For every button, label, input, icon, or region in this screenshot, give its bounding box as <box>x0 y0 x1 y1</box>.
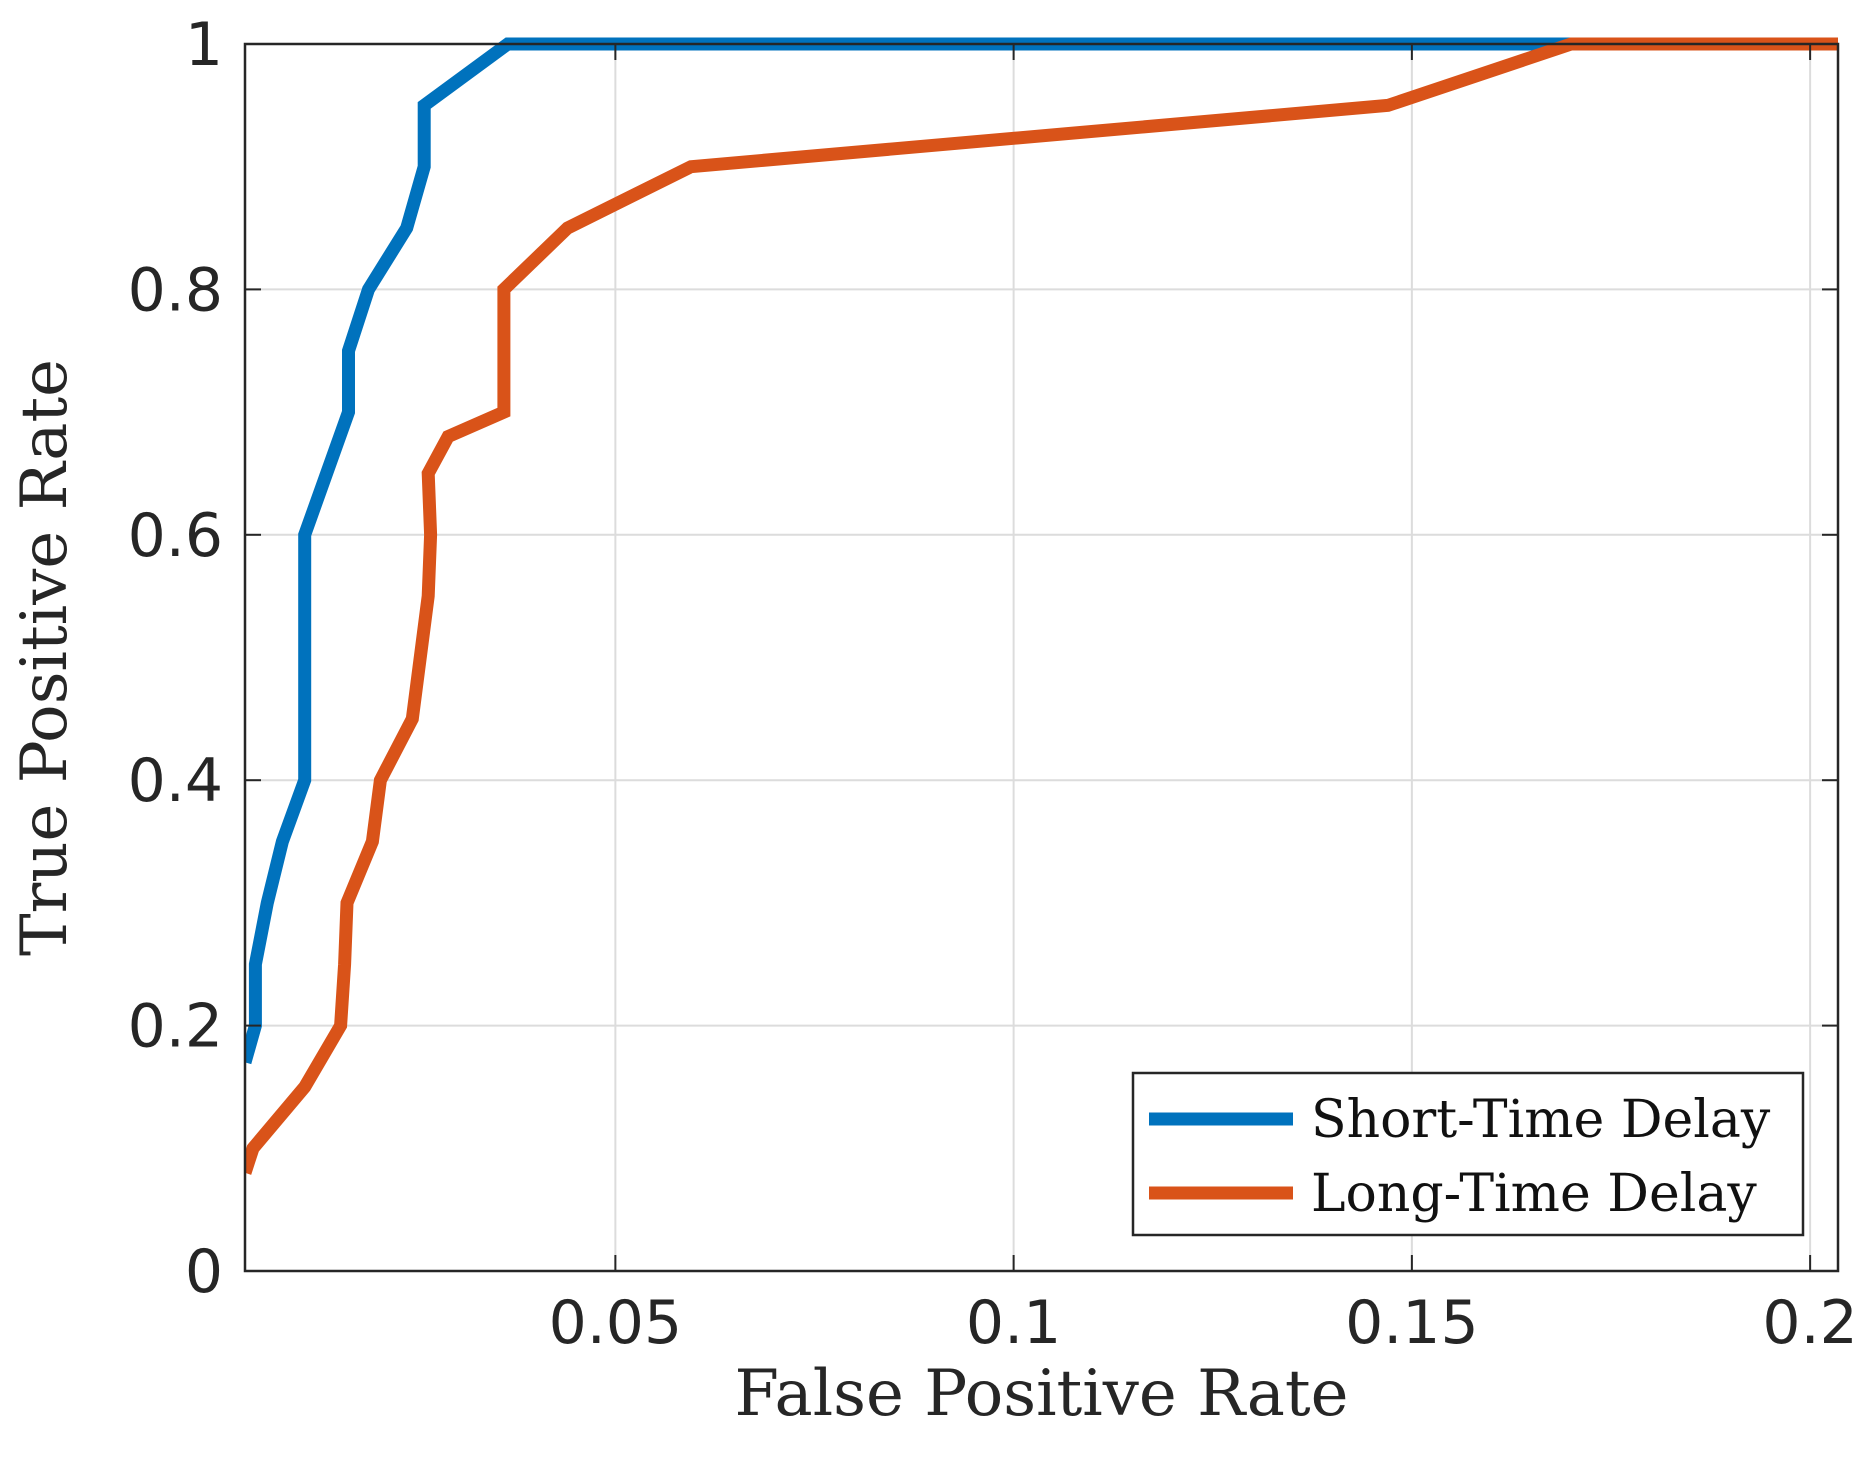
y-axis-tick-labels: 0 0.2 0.4 0.6 0.8 1 <box>128 10 223 1307</box>
y-tick-label: 0.4 <box>128 746 223 816</box>
y-axis-label: True Positive Rate <box>8 359 82 956</box>
legend-box <box>1131 1071 1805 1237</box>
y-tick-label: 1 <box>185 10 223 80</box>
y-tick-label: 0.2 <box>128 992 223 1062</box>
series-lines <box>245 37 1838 1175</box>
x-tick-label: 0.1 <box>966 1288 1061 1358</box>
legend: Short-Time Delay Long-Time Delay <box>1131 1071 1805 1237</box>
series-line-long-time-delay <box>245 37 1838 1175</box>
x-axis-tick-labels: 0.05 0.1 0.15 0.2 <box>549 1288 1858 1358</box>
y-tick-label: 0.8 <box>128 255 223 325</box>
x-axis-label: False Positive Rate <box>734 1357 1348 1431</box>
x-tick-label: 0.05 <box>549 1288 683 1358</box>
tick-marks <box>245 43 1838 1272</box>
legend-label: Long-Time Delay <box>1311 1164 1757 1224</box>
plot-area-frame <box>243 42 1840 1273</box>
legend-label: Short-Time Delay <box>1311 1090 1771 1150</box>
y-tick-label: 0.6 <box>128 501 223 571</box>
y-tick-label: 0 <box>185 1237 223 1307</box>
series-line-short-time-delay <box>245 37 1838 1065</box>
x-tick-label: 0.15 <box>1345 1288 1479 1358</box>
x-tick-label: 0.2 <box>1762 1288 1857 1358</box>
